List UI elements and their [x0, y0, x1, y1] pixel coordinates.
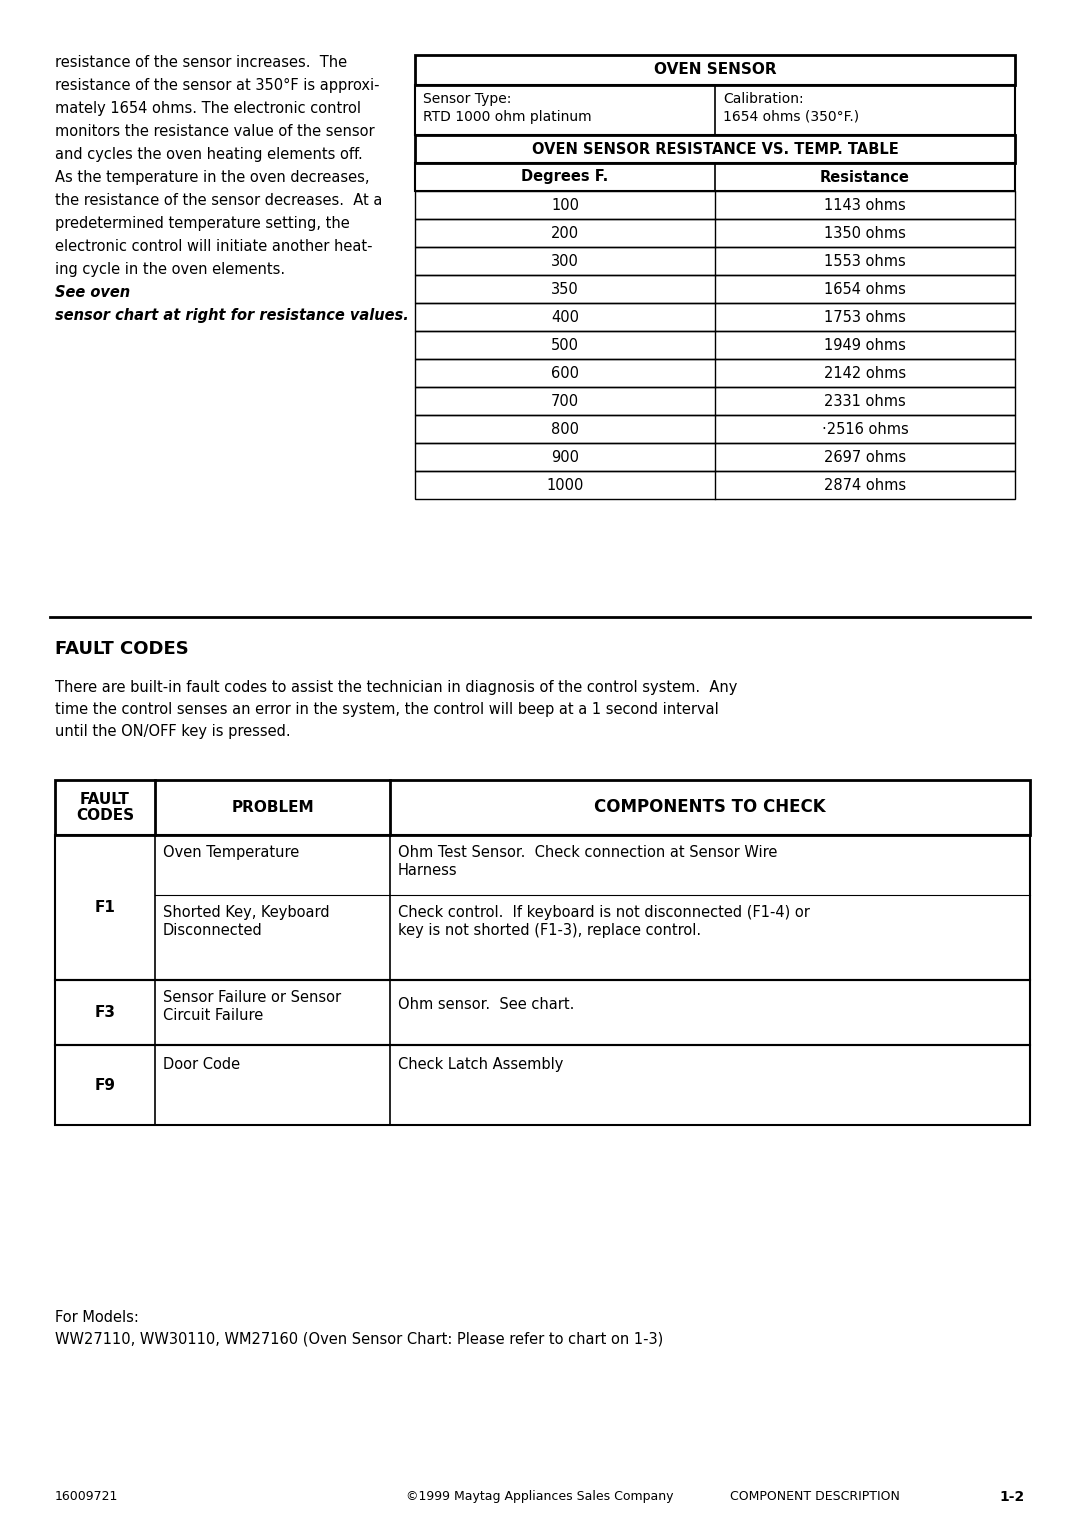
Text: RTD 1000 ohm platinum: RTD 1000 ohm platinum: [423, 110, 592, 124]
Bar: [415, 162, 1015, 191]
Bar: [55, 834, 1030, 980]
Bar: [55, 779, 1030, 834]
Text: 1654 ohms: 1654 ohms: [824, 282, 906, 297]
Text: Ohm Test Sensor.  Check connection at Sensor Wire: Ohm Test Sensor. Check connection at Sen…: [399, 845, 778, 860]
Text: FAULT: FAULT: [80, 792, 130, 807]
Bar: [415, 303, 1015, 331]
Text: FAULT CODES: FAULT CODES: [55, 640, 189, 658]
Text: 2697 ohms: 2697 ohms: [824, 450, 906, 464]
Text: Sensor Type:: Sensor Type:: [423, 92, 511, 106]
Text: 1553 ohms: 1553 ohms: [824, 254, 906, 268]
Text: Disconnected: Disconnected: [163, 923, 262, 939]
Text: 700: 700: [551, 393, 579, 409]
Bar: [415, 191, 1015, 219]
Text: Shorted Key, Keyboard: Shorted Key, Keyboard: [163, 905, 329, 920]
Bar: [415, 276, 1015, 303]
Text: key is not shorted (F1-3), replace control.: key is not shorted (F1-3), replace contr…: [399, 923, 701, 939]
Bar: [415, 472, 1015, 499]
Text: 1350 ohms: 1350 ohms: [824, 225, 906, 240]
Text: Resistance: Resistance: [820, 170, 910, 185]
Text: 100: 100: [551, 197, 579, 213]
Text: Door Code: Door Code: [163, 1056, 240, 1072]
Bar: [415, 331, 1015, 358]
Text: 1753 ohms: 1753 ohms: [824, 309, 906, 325]
Text: CODES: CODES: [76, 808, 134, 824]
Text: Oven Temperature: Oven Temperature: [163, 845, 299, 860]
Text: 1000: 1000: [546, 478, 583, 493]
Text: COMPONENT DESCRIPTION: COMPONENT DESCRIPTION: [730, 1490, 900, 1503]
Text: sensor chart at right for resistance values.: sensor chart at right for resistance val…: [55, 308, 408, 323]
Text: COMPONENTS TO CHECK: COMPONENTS TO CHECK: [594, 799, 826, 816]
Text: 2874 ohms: 2874 ohms: [824, 478, 906, 493]
Text: ing cycle in the oven elements.: ing cycle in the oven elements.: [55, 262, 295, 277]
Text: electronic control will initiate another heat-: electronic control will initiate another…: [55, 239, 373, 254]
Text: 2142 ohms: 2142 ohms: [824, 366, 906, 381]
Text: 900: 900: [551, 450, 579, 464]
Text: As the temperature in the oven decreases,: As the temperature in the oven decreases…: [55, 170, 369, 185]
Bar: [415, 387, 1015, 415]
Bar: [415, 219, 1015, 246]
Text: For Models:: For Models:: [55, 1311, 139, 1324]
Text: There are built-in fault codes to assist the technician in diagnosis of the cont: There are built-in fault codes to assist…: [55, 680, 738, 695]
Text: ©1999 Maytag Appliances Sales Company: ©1999 Maytag Appliances Sales Company: [406, 1490, 674, 1503]
Text: Check control.  If keyboard is not disconnected (F1-4) or: Check control. If keyboard is not discon…: [399, 905, 810, 920]
Bar: [415, 358, 1015, 387]
Text: 1654 ohms (350°F.): 1654 ohms (350°F.): [723, 110, 859, 124]
Text: resistance of the sensor at 350°F is approxi-: resistance of the sensor at 350°F is app…: [55, 78, 379, 93]
Text: and cycles the oven heating elements off.: and cycles the oven heating elements off…: [55, 147, 363, 162]
Text: F1: F1: [95, 900, 116, 916]
Bar: [415, 135, 1015, 162]
Text: 16009721: 16009721: [55, 1490, 119, 1503]
Text: 350: 350: [551, 282, 579, 297]
Text: 400: 400: [551, 309, 579, 325]
Text: 1-2: 1-2: [1000, 1490, 1025, 1503]
Text: F9: F9: [95, 1078, 116, 1093]
Text: 600: 600: [551, 366, 579, 381]
Text: See oven: See oven: [55, 285, 130, 300]
Text: OVEN SENSOR: OVEN SENSOR: [653, 63, 777, 78]
Text: Sensor Failure or Sensor: Sensor Failure or Sensor: [163, 991, 341, 1004]
Text: 500: 500: [551, 337, 579, 352]
Bar: [415, 246, 1015, 276]
Bar: [415, 86, 1015, 135]
Text: 300: 300: [551, 254, 579, 268]
Bar: [415, 442, 1015, 472]
Text: OVEN SENSOR RESISTANCE VS. TEMP. TABLE: OVEN SENSOR RESISTANCE VS. TEMP. TABLE: [531, 141, 899, 156]
Text: 800: 800: [551, 421, 579, 436]
Text: ·2516 ohms: ·2516 ohms: [822, 421, 908, 436]
Bar: [55, 1046, 1030, 1125]
Text: Harness: Harness: [399, 863, 458, 877]
Text: Calibration:: Calibration:: [723, 92, 804, 106]
Text: Check Latch Assembly: Check Latch Assembly: [399, 1056, 564, 1072]
Text: WW27110, WW30110, WM27160 (Oven Sensor Chart: Please refer to chart on 1-3): WW27110, WW30110, WM27160 (Oven Sensor C…: [55, 1332, 663, 1347]
Text: Circuit Failure: Circuit Failure: [163, 1007, 264, 1023]
Text: 2331 ohms: 2331 ohms: [824, 393, 906, 409]
Text: the resistance of the sensor decreases.  At a: the resistance of the sensor decreases. …: [55, 193, 382, 208]
Text: PROBLEM: PROBLEM: [231, 801, 314, 814]
Bar: [55, 980, 1030, 1046]
Text: 1949 ohms: 1949 ohms: [824, 337, 906, 352]
Bar: [415, 55, 1015, 86]
Text: resistance of the sensor increases.  The: resistance of the sensor increases. The: [55, 55, 347, 70]
Text: F3: F3: [95, 1004, 116, 1020]
Text: 200: 200: [551, 225, 579, 240]
Text: Ohm sensor.  See chart.: Ohm sensor. See chart.: [399, 997, 575, 1012]
Text: time the control senses an error in the system, the control will beep at a 1 sec: time the control senses an error in the …: [55, 703, 719, 717]
Bar: [415, 415, 1015, 442]
Text: monitors the resistance value of the sensor: monitors the resistance value of the sen…: [55, 124, 375, 139]
Text: predetermined temperature setting, the: predetermined temperature setting, the: [55, 216, 350, 231]
Text: Degrees F.: Degrees F.: [522, 170, 609, 185]
Text: until the ON/OFF key is pressed.: until the ON/OFF key is pressed.: [55, 724, 291, 739]
Text: mately 1654 ohms. The electronic control: mately 1654 ohms. The electronic control: [55, 101, 361, 116]
Text: 1143 ohms: 1143 ohms: [824, 197, 906, 213]
